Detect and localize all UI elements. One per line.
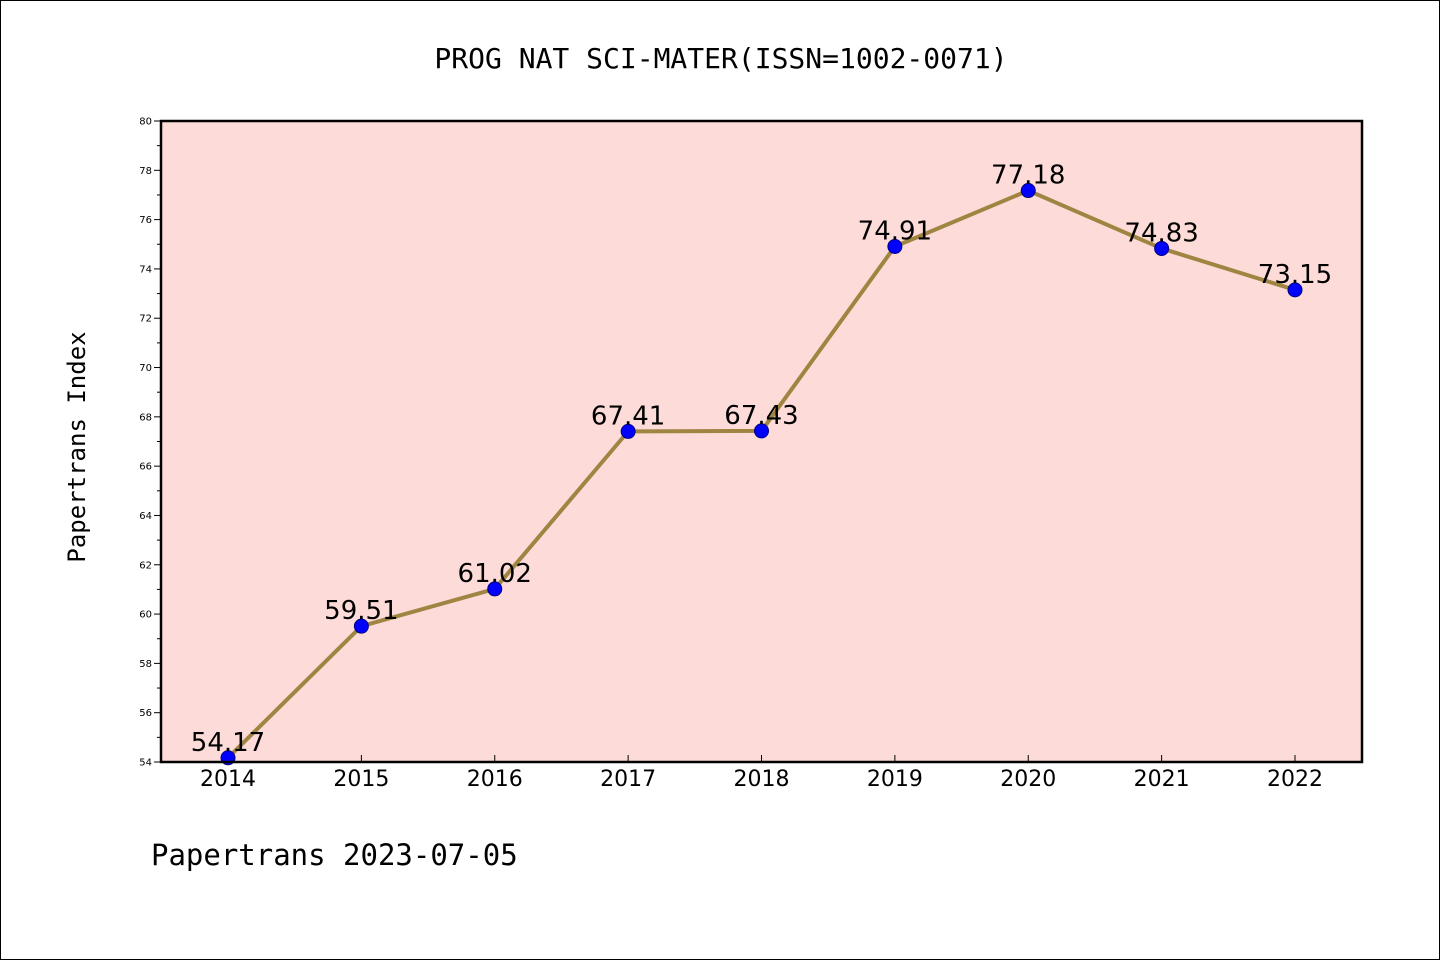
- data-point: [1154, 240, 1170, 256]
- data-point: [887, 238, 903, 254]
- data-label: 59.51: [324, 596, 398, 626]
- x-tick-label: 2021: [1134, 767, 1190, 792]
- x-tick-label: 2015: [333, 767, 389, 792]
- data-point: [353, 618, 369, 634]
- x-tick-label: 2017: [600, 767, 656, 792]
- data-label: 74.91: [858, 216, 932, 246]
- y-tick-label: 76: [139, 215, 152, 226]
- y-axis-label: Papertrans Index: [63, 331, 91, 562]
- plot-border: [159, 119, 1364, 764]
- data-point: [754, 423, 769, 439]
- x-tick-label: 2016: [467, 767, 523, 792]
- y-tick-label: 80: [139, 117, 152, 128]
- chart-title: PROG NAT SCI-MATER(ISSN=1002-0071): [434, 42, 1007, 75]
- y-tick-label: 72: [139, 314, 152, 325]
- y-tick-label: 78: [139, 166, 152, 177]
- y-tick-label: 58: [139, 659, 152, 670]
- x-tick-label: 2019: [867, 767, 923, 792]
- y-tick-label: 56: [139, 708, 152, 719]
- y-tick-label: 60: [139, 610, 152, 621]
- data-label: 67.43: [724, 401, 798, 431]
- axis-ticks: 54 56 58 60 62 64 66 68 70 72 74 76 78 80 2014 2015 2016…: [139, 117, 1323, 793]
- y-tick-label: 68: [139, 412, 152, 423]
- y-tick-label: 74: [139, 264, 152, 275]
- x-tick-label: 2014: [200, 767, 256, 792]
- data-label: 77.18: [991, 161, 1065, 191]
- data-label: 61.02: [458, 559, 532, 589]
- data-label: 74.83: [1124, 218, 1198, 248]
- y-tick-label: 54: [139, 758, 152, 769]
- plot-area: [161, 121, 1362, 762]
- data-point: [1287, 282, 1303, 298]
- x-tick-label: 2022: [1267, 767, 1323, 792]
- y-tick-label: 66: [139, 462, 152, 473]
- x-tick-label: 2018: [734, 767, 790, 792]
- y-tick-label: 64: [139, 511, 152, 522]
- x-tick-label: 2020: [1000, 767, 1056, 792]
- data-label: 73.15: [1258, 260, 1332, 290]
- data-labels: 54.17 59.51 61.02 67.41 67.43 74.91 77.18 74.83…: [191, 161, 1332, 758]
- data-point: [487, 581, 503, 597]
- data-label: 67.41: [591, 401, 665, 431]
- y-tick-label: 70: [139, 363, 152, 374]
- footer-text: Papertrans 2023-07-05: [151, 838, 518, 872]
- data-label: 54.17: [191, 728, 265, 758]
- data-point: [1020, 183, 1036, 199]
- y-tick-label: 62: [139, 560, 152, 571]
- data-point: [620, 423, 636, 439]
